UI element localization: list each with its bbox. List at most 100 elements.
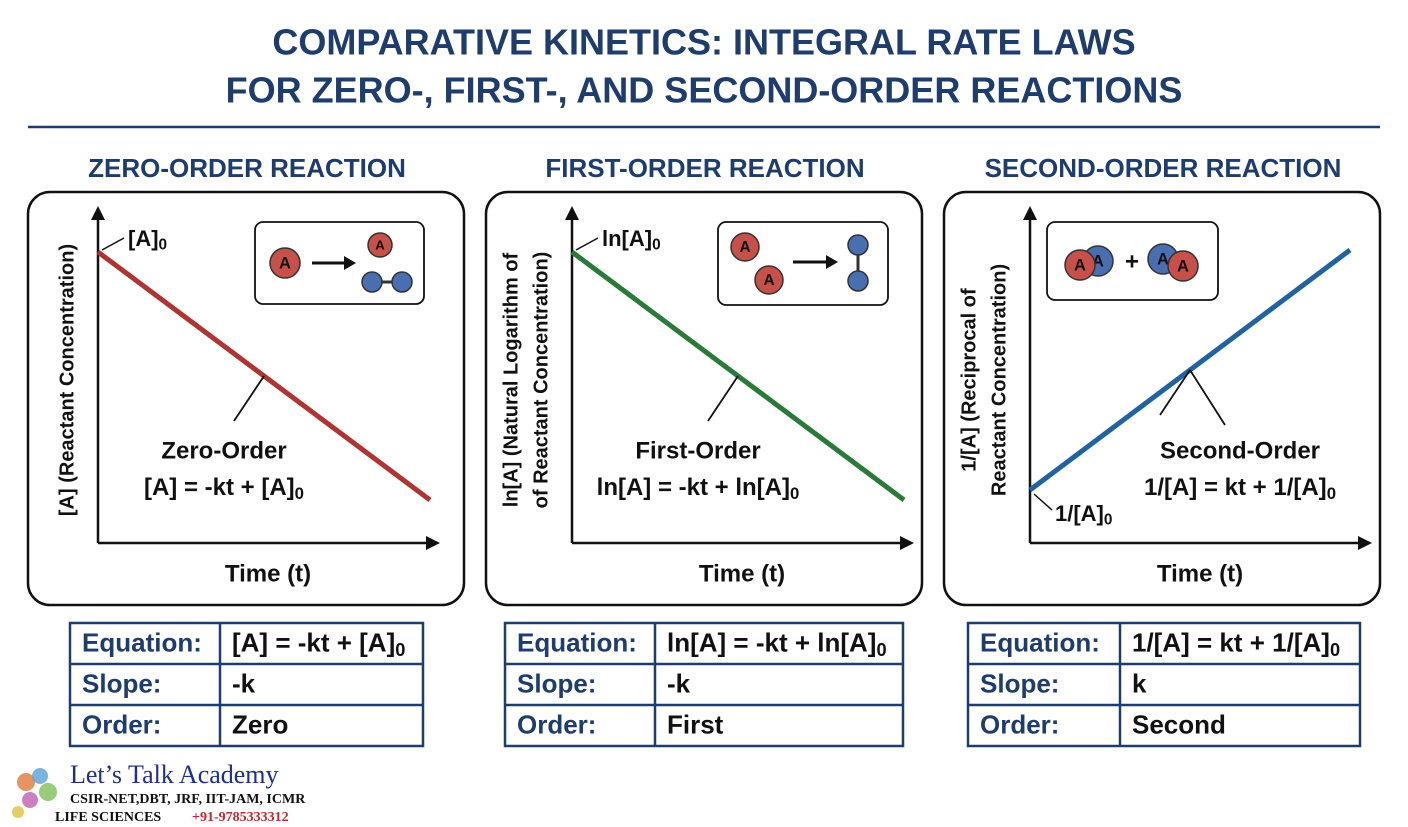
atom [367,232,393,258]
intercept-label: ln[A]0 [602,226,661,254]
atom [754,265,784,295]
footer-subject: LIFE SCIENCES [55,810,161,825]
table-value-main: ln[A] = -kt + ln[A] [667,627,876,657]
table-value: -k [232,668,256,698]
atom [730,232,760,262]
atom [391,271,413,293]
intercept-label-main: ln[A] [602,226,652,251]
table-key: Slope: [517,668,596,698]
footer-logo [12,768,57,818]
reaction-icon: AA [717,221,889,306]
intercept-pointer [575,237,599,251]
atom [847,234,869,256]
plus: + [1125,248,1139,275]
panel-heading: ZERO-ORDER REACTION [88,153,406,183]
table-key: Slope: [980,668,1059,698]
curve-equation-main: [A] = -kt + [A] [144,474,295,501]
curve-name: Second-Order [1160,437,1320,464]
atom-label: A [279,254,291,272]
curve-equation-main: 1/[A] = kt + 1/[A] [1144,474,1327,501]
table-frame [68,621,425,748]
table-value-sub: 0 [395,640,405,660]
intercept-label-sub: 0 [652,236,661,253]
atom-label: A [1074,256,1086,274]
table-value: Second [1132,709,1226,739]
intercept-label-sub: 0 [159,236,168,253]
title-line: FOR ZERO-, FIRST-, AND SECOND-ORDER REAC… [226,70,1183,111]
table-value-sub: 0 [876,640,886,660]
icon-box [1046,221,1219,301]
curve-equation-sub: 0 [790,484,799,503]
atom [1064,249,1096,281]
arrow-head [344,256,356,270]
table-key: Order: [980,709,1059,739]
arrow-head [826,255,838,269]
footer-phone: +91-9785333312 [192,810,289,825]
table-value: Zero [232,709,288,739]
x-axis-label: Time (t) [699,560,785,587]
atom [269,247,301,279]
table-key: Order: [517,709,596,739]
curve-equation: 1/[A] = kt + 1/[A]0 [1144,474,1336,503]
panel-heading: FIRST-ORDER REACTION [545,153,864,183]
curve-equation-sub: 0 [295,484,304,503]
intercept-pointer [1033,493,1053,511]
table-value: First [667,709,724,739]
atom-label: A [763,272,774,289]
reaction-icon: AA + A A [1046,221,1219,301]
atom-label: A [375,237,385,252]
table-key: Order: [82,709,161,739]
y-axis-label: Reactant Concentration) [988,264,1010,496]
x-axis-label: Time (t) [225,560,311,587]
reaction-icon: AA [254,221,425,305]
callout [1189,369,1226,426]
panel-heading: SECOND-ORDER REACTION [985,153,1342,183]
table-key: Equation: [980,627,1100,657]
atom-label: A [1157,250,1169,268]
table-key: Equation: [517,627,637,657]
y-axis-label: of Reactant Concentration) [530,252,552,509]
intercept-label: [A]0 [128,226,167,254]
y-axis-head [91,206,105,220]
y-axis-label: ln[A] (Natural Logarithm of [500,252,522,507]
table-frame [503,621,905,748]
table-frame [966,621,1362,748]
x-axis-label: Time (t) [1157,560,1243,587]
atom-label: A [739,239,750,256]
table-value: ln[A] = -kt + ln[A]0 [667,627,887,659]
x-axis-head [900,536,914,550]
atom [847,270,869,292]
atom-label: A [1177,257,1189,275]
title-line: COMPARATIVE KINETICS: INTEGRAL RATE LAWS [272,22,1135,63]
intercept-label-main: 1/[A] [1055,501,1104,526]
table-value: k [1132,668,1147,698]
table-value: -k [667,668,691,698]
footer-exams: CSIR-NET,DBT, JRF, IIT-JAM, ICMR [70,792,306,807]
table-value-main: [A] = -kt + [A] [232,627,395,657]
table-value-main: 1/[A] = kt + 1/[A] [1132,627,1330,657]
y-axis-label: [A] (Reactant Concentration) [56,244,78,516]
intercept-label-sub: 0 [1104,511,1113,528]
table-key: Equation: [82,627,202,657]
table-value: 1/[A] = kt + 1/[A]0 [1132,627,1340,659]
table-value: [A] = -kt + [A]0 [232,627,405,659]
x-axis-head [1358,536,1372,550]
curve-equation-sub: 0 [1327,484,1336,503]
curve-name: Zero-Order [161,437,286,464]
intercept-pointer [101,237,125,251]
y-axis-head [1023,206,1037,220]
intercept-label: 1/[A]0 [1055,501,1112,529]
atom [1167,250,1199,282]
footer-name: Let’s Talk Academy [70,760,279,789]
y-axis-head [565,206,579,220]
callout [1159,369,1191,416]
curve-equation: [A] = -kt + [A]0 [144,474,304,503]
intercept-label-main: [A] [128,226,159,251]
callout [707,375,739,422]
curve-equation: ln[A] = -kt + ln[A]0 [597,474,800,503]
x-axis-head [426,536,440,550]
curve-equation-main: ln[A] = -kt + ln[A] [597,474,790,501]
curve-name: First-Order [635,437,760,464]
atom [361,271,383,293]
